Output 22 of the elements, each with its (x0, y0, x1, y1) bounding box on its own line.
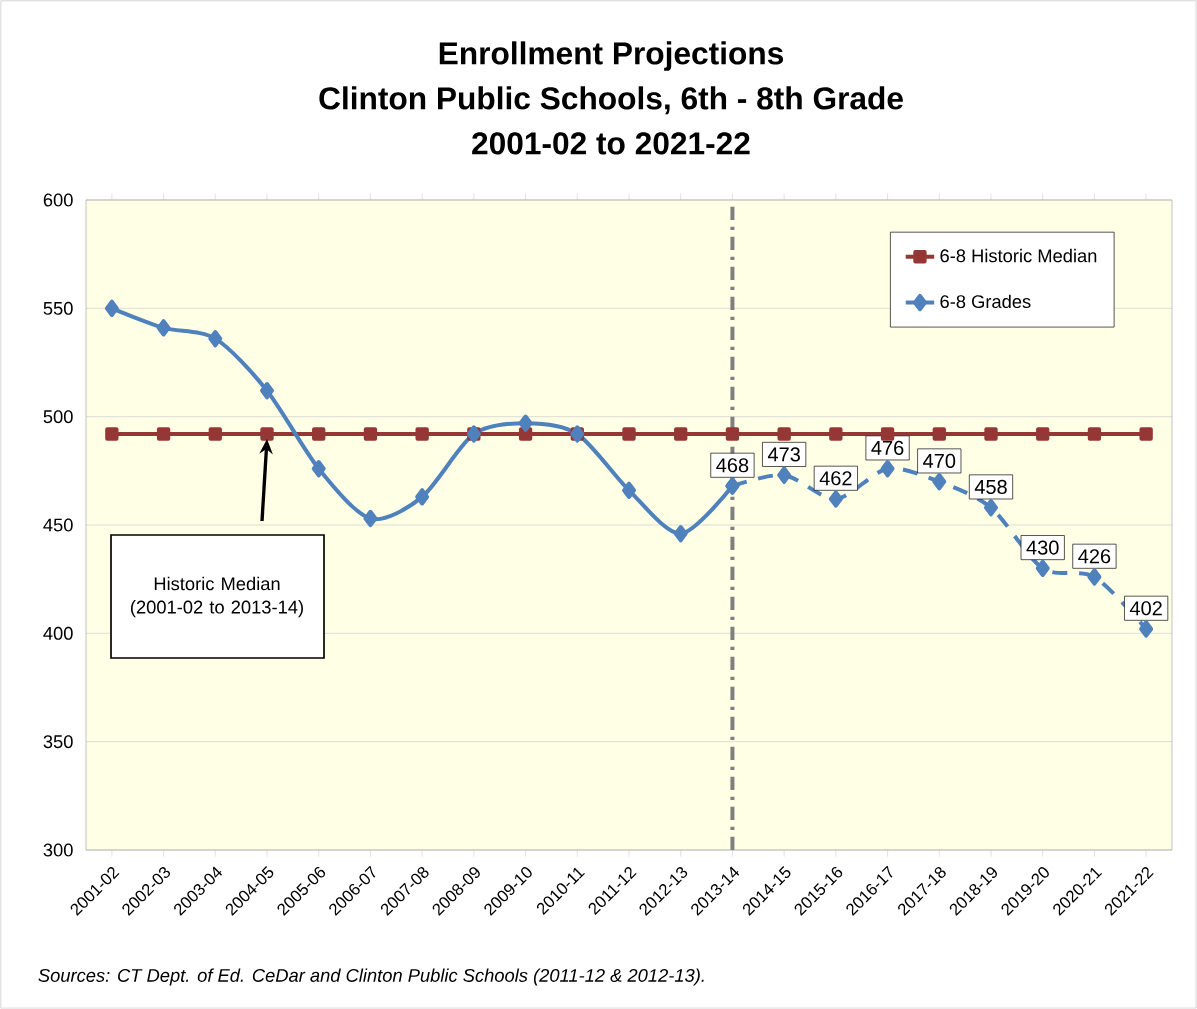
data-label: 430 (1026, 540, 1059, 555)
data-label: 462 (819, 471, 852, 486)
data-label: 473 (767, 447, 800, 462)
annotation: Historic Median (2001-02 to 2013-14) (130, 576, 303, 618)
data-label: 402 (1129, 601, 1162, 616)
legend-label: 6-8 Grades (940, 294, 1031, 309)
data-label: 458 (974, 479, 1007, 494)
y-tick-label: 550 (43, 301, 73, 315)
source-note: Sources: CT Dept. of Ed. CeDar and Clinton Public Schools (2011-12 & 2012-13). (38, 968, 704, 986)
data-label: 426 (1078, 549, 1111, 564)
y-tick-label: 500 (43, 410, 73, 424)
y-tick-label: 450 (43, 518, 73, 532)
y-tick-label: 300 (43, 843, 73, 857)
y-tick-label: 350 (43, 735, 73, 749)
data-label: 470 (923, 453, 956, 468)
legend-label: 6-8 Historic Median (940, 248, 1097, 263)
data-label: 468 (716, 458, 749, 473)
data-label: 476 (871, 440, 904, 455)
y-tick-label: 400 (43, 626, 73, 640)
chart-title: Enrollment Projections (439, 41, 784, 71)
y-tick-label: 600 (43, 193, 73, 207)
chart-subtitle: Clinton Public Schools, 6th - 8th Grade 2001-02 to 2021-22 (319, 86, 903, 155)
